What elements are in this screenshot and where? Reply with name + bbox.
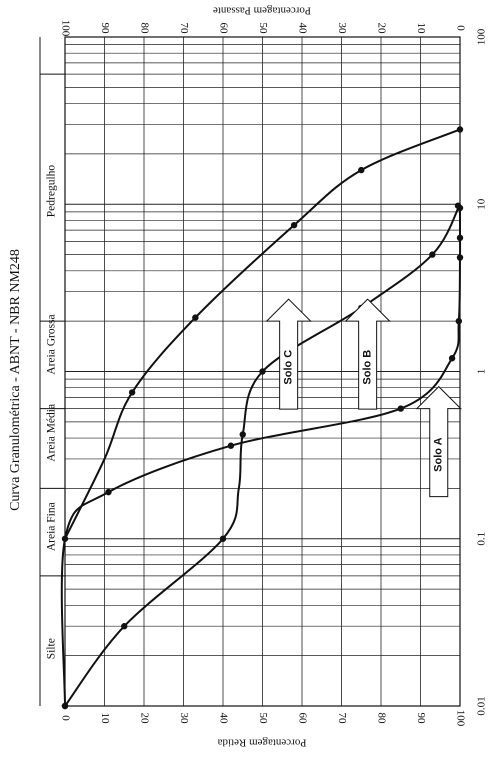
bottom-tick-label: 40 [217,713,229,725]
top-tick-label: 50 [257,23,269,35]
solo-b-marker [121,623,128,630]
top-tick-label: 20 [375,23,387,35]
solo-b-marker [61,702,69,710]
solo-b-marker [239,431,246,438]
top-axis-title: Porcentagem Passante [213,4,311,16]
annotation-label: Solo C [283,350,295,385]
zone-label: Areia Grossa [46,314,58,374]
solo-b-annotation: Solo B [344,298,391,410]
bottom-tick-label: 80 [375,713,387,725]
annotation-label: Solo B [362,350,374,385]
zone-labels: Silte Areia Fina Areia Média Areia Grossa Pe… [39,37,65,706]
bottom-tick-label: 30 [178,713,190,725]
marker-layer [61,126,464,710]
solo-a-curve [60,207,462,707]
solo-b-marker [429,251,436,258]
bottom-tick-label: 0 [59,715,71,721]
x-tick-label: 1 [476,369,488,375]
bottom-tick-label: 100 [454,710,466,727]
solo-c-marker [61,535,69,542]
zone-label: Silte [46,638,58,659]
bottom-tick-label: 70 [336,713,348,725]
bottom-tick-label: 20 [138,713,150,725]
top-tick-label: 30 [336,23,348,35]
solo-c-marker [128,389,136,396]
annotation-arrow [344,298,391,410]
zone-label: Pedregulho [46,165,58,218]
top-tick-label: 60 [217,23,229,35]
x-tick-label: 0.1 [476,532,488,546]
x-tick-label: 0.01 [476,696,488,715]
solo-a-marker [227,442,235,449]
top-tick-label: 0 [454,25,466,31]
x-tick-label: 10 [476,198,488,210]
chart-title: Curva Granulométrica - ABNT - NBR NM248 [8,249,23,511]
solo-b-marker [454,202,462,209]
titles: Curva Granulométrica - ABNT - NBR NM248 P… [8,4,311,748]
solo-c-annotation: Solo C [265,298,312,410]
zone-label: Areia Média [46,404,58,462]
solo-a-marker [448,355,456,362]
solo-a-marker [455,317,463,325]
top-tick-label: 80 [138,23,150,35]
top-tick-label: 70 [178,23,190,35]
top-tick-label: 100 [59,20,71,37]
solo-b-marker [219,535,227,542]
bottom-tick-label: 60 [296,713,308,725]
bottom-tick-label: 10 [99,713,111,725]
solo-c-marker [358,166,365,174]
solo-c-marker [456,126,464,133]
annotation-label: Solo A [433,437,445,471]
top-tick-label: 40 [296,23,308,35]
solo-c-marker [192,314,199,321]
solo-c-marker [290,221,298,229]
zone-label: Areia Fina [46,502,58,551]
annotation-arrow [415,385,462,498]
bottom-axis-title: Porcentagem Retida [217,736,306,748]
solo-a-marker [456,234,464,242]
solo-b-marker [259,368,266,375]
solo-a-marker [397,405,404,412]
top-tick-label: 10 [415,23,427,35]
top-tick-label: 90 [99,23,111,35]
annotation-arrow [265,298,312,410]
plot-frame [64,36,461,707]
x-tick-label: 100 [476,28,488,45]
series-layer [60,128,462,707]
solo-a-marker [456,254,464,261]
solo-a-marker [105,488,112,496]
plot-border [64,36,461,707]
annotation-layer: Solo A Solo B Solo C [265,298,462,498]
bottom-tick-label: 90 [415,713,427,725]
bottom-tick-label: 50 [257,713,269,725]
solo-a-annotation: Solo A [415,385,462,498]
